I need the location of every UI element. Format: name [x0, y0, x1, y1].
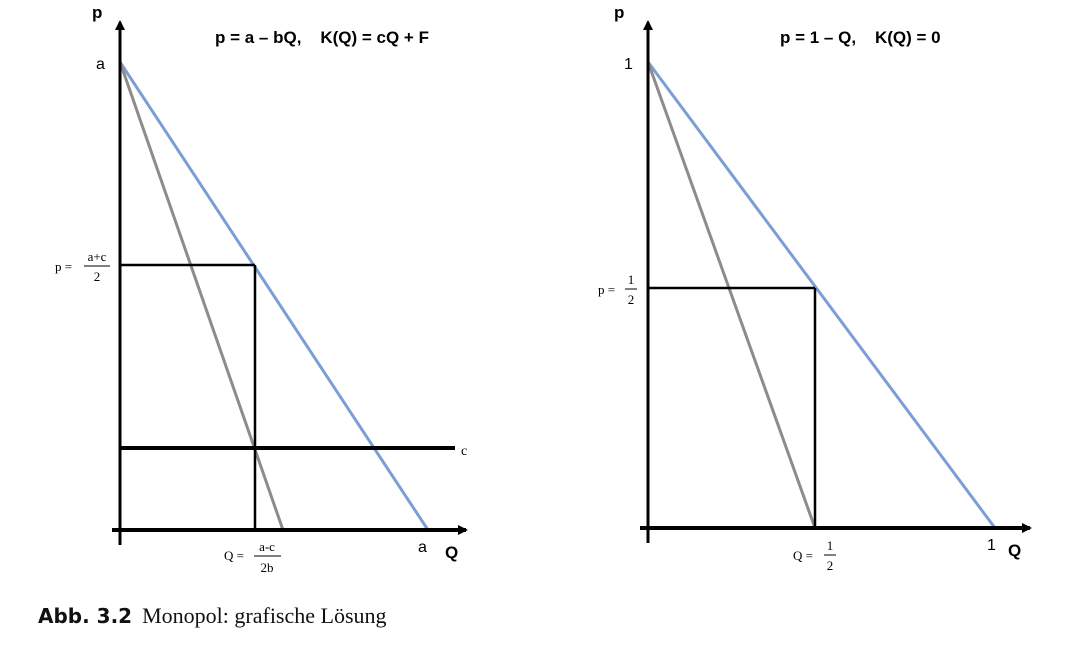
left-y-intercept-label: a — [96, 56, 105, 73]
right-price-label-denominator: 2 — [628, 292, 635, 307]
left-quantity-label-numerator: a-c — [259, 539, 275, 554]
left-price-label-denominator: 2 — [94, 269, 101, 284]
left-quantity-label: Q = a-c 2b — [224, 539, 281, 575]
right-quantity-label-numerator: 1 — [827, 538, 834, 553]
right-formula: p = 1 – Q, K(Q) = 0 — [780, 28, 941, 47]
caption-label: Abb. 3.2 — [38, 604, 133, 628]
right-quantity-label: Q = 1 2 — [793, 538, 836, 573]
right-quantity-label-denominator: 2 — [827, 558, 834, 573]
figure-caption: Abb. 3.2 Monopol: grafische Lösung — [38, 603, 387, 629]
left-demand-line — [118, 61, 430, 531]
left-price-label-prefix: p = — [55, 259, 72, 274]
left-cost-label: c — [461, 444, 467, 459]
right-y-intercept-label: 1 — [624, 56, 633, 73]
left-y-axis-label: p — [92, 3, 102, 22]
left-panel: p p = a – bQ, K(Q) = cQ + F a c a Q p = … — [55, 3, 468, 575]
left-formula: p = a – bQ, K(Q) = cQ + F — [215, 28, 429, 47]
left-price-label-numerator: a+c — [88, 249, 107, 264]
left-quantity-label-denominator: 2b — [261, 560, 274, 575]
right-y-axis-label: p — [614, 3, 624, 22]
caption-text: Monopol: grafische Lösung — [142, 603, 387, 628]
right-marginal-revenue-line — [646, 61, 817, 529]
left-price-label: p = a+c 2 — [55, 249, 110, 284]
left-x-axis-label: Q — [445, 543, 458, 562]
right-quantity-label-prefix: Q = — [793, 548, 813, 563]
right-price-label-prefix: p = — [598, 282, 615, 297]
right-price-label-numerator: 1 — [628, 272, 635, 287]
right-x-intercept-label: 1 — [987, 537, 996, 554]
right-price-label: p = 1 2 — [598, 272, 637, 307]
right-demand-line — [646, 61, 997, 529]
left-quantity-label-prefix: Q = — [224, 548, 244, 563]
right-x-axis-label: Q — [1008, 541, 1021, 560]
right-panel: p p = 1 – Q, K(Q) = 0 1 1 Q p = 1 2 Q = … — [598, 3, 1032, 573]
left-marginal-revenue-line — [118, 61, 285, 531]
left-x-intercept-label: a — [418, 539, 427, 556]
